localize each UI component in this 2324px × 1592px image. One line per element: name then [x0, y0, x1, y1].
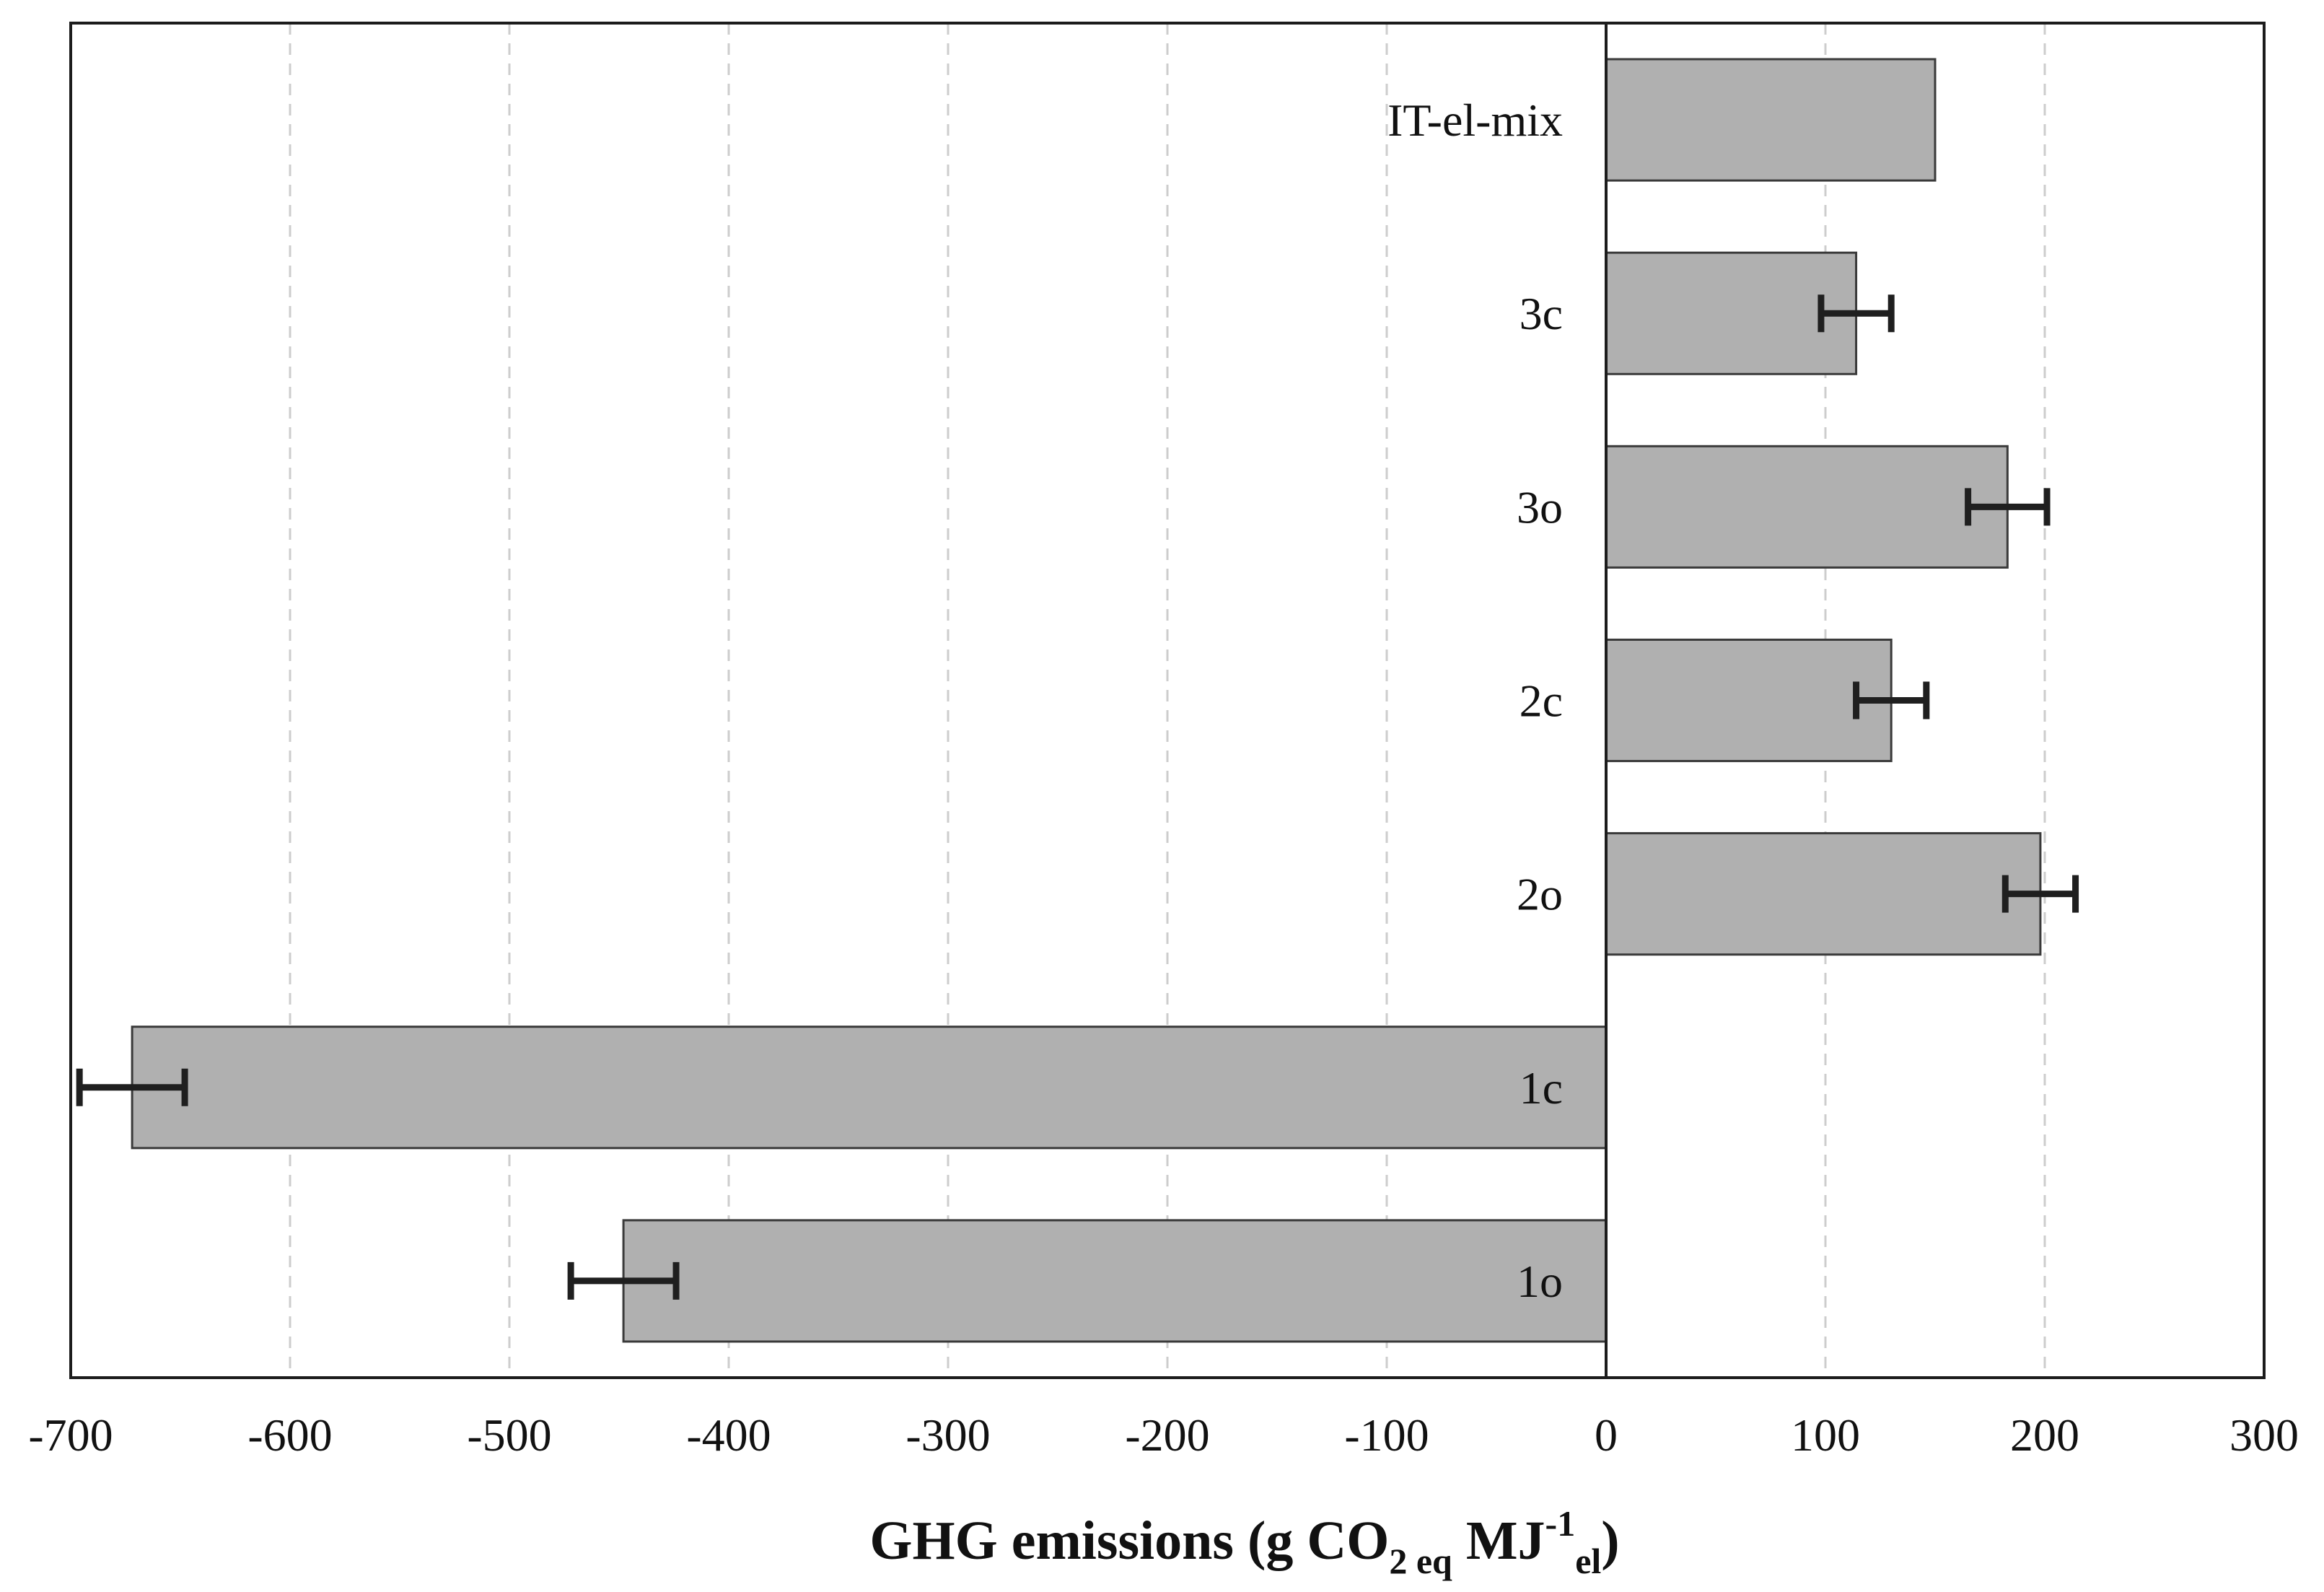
category-label-2o: 2o — [1517, 869, 1563, 920]
x-tick-label-0: 0 — [1595, 1409, 1618, 1461]
x-axis-label-part: GHG emissions (g CO — [869, 1510, 1389, 1571]
bar-1o — [622, 1219, 1608, 1343]
category-label-2c: 2c — [1520, 675, 1563, 727]
x-tick-label--400: -400 — [686, 1409, 771, 1461]
labels-layer: IT-el-mix 3c 3o 2c 2o 1c 1o -700 -600 -500 -400 -30… — [28, 95, 2299, 1581]
x-axis-label-part: 2 eq — [1389, 1541, 1452, 1581]
plot-border — [69, 22, 2266, 1379]
bar-3o — [1605, 445, 2009, 569]
x-tick-label--600: -600 — [247, 1409, 332, 1461]
category-label-1o: 1o — [1517, 1256, 1563, 1307]
bar-1c — [131, 1025, 1608, 1150]
bar-IT-el-mix — [1605, 58, 1937, 182]
axes-layer — [69, 22, 2266, 1379]
x-axis-label-part: MJ — [1452, 1510, 1545, 1571]
category-label-1c: 1c — [1520, 1062, 1563, 1114]
x-tick-label-100: 100 — [1791, 1409, 1860, 1461]
x-axis-label: GHG emissions (g CO2 eq MJ-1el) — [869, 1503, 1619, 1581]
x-axis-label-part: ) — [1601, 1510, 1619, 1571]
x-axis-label-part: -1 — [1545, 1503, 1576, 1544]
x-tick-label--700: -700 — [28, 1409, 113, 1461]
category-label-3o: 3o — [1517, 481, 1563, 533]
x-tick-label--100: -100 — [1344, 1409, 1429, 1461]
x-axis-label-part: el — [1575, 1541, 1601, 1581]
category-label-IT-el-mix: IT-el-mix — [1387, 95, 1563, 146]
bars-layer — [131, 58, 2042, 1343]
bar-2c — [1605, 638, 1893, 763]
x-tick-label-200: 200 — [2010, 1409, 2079, 1461]
x-tick-label--300: -300 — [906, 1409, 990, 1461]
x-tick-label--500: -500 — [467, 1409, 551, 1461]
bar-2o — [1605, 832, 2042, 956]
category-label-3c: 3c — [1520, 288, 1563, 339]
x-tick-label-300: 300 — [2229, 1409, 2299, 1461]
error-bars-layer — [76, 294, 2079, 1300]
x-tick-label--200: -200 — [1125, 1409, 1209, 1461]
bar-3c — [1605, 251, 1858, 375]
